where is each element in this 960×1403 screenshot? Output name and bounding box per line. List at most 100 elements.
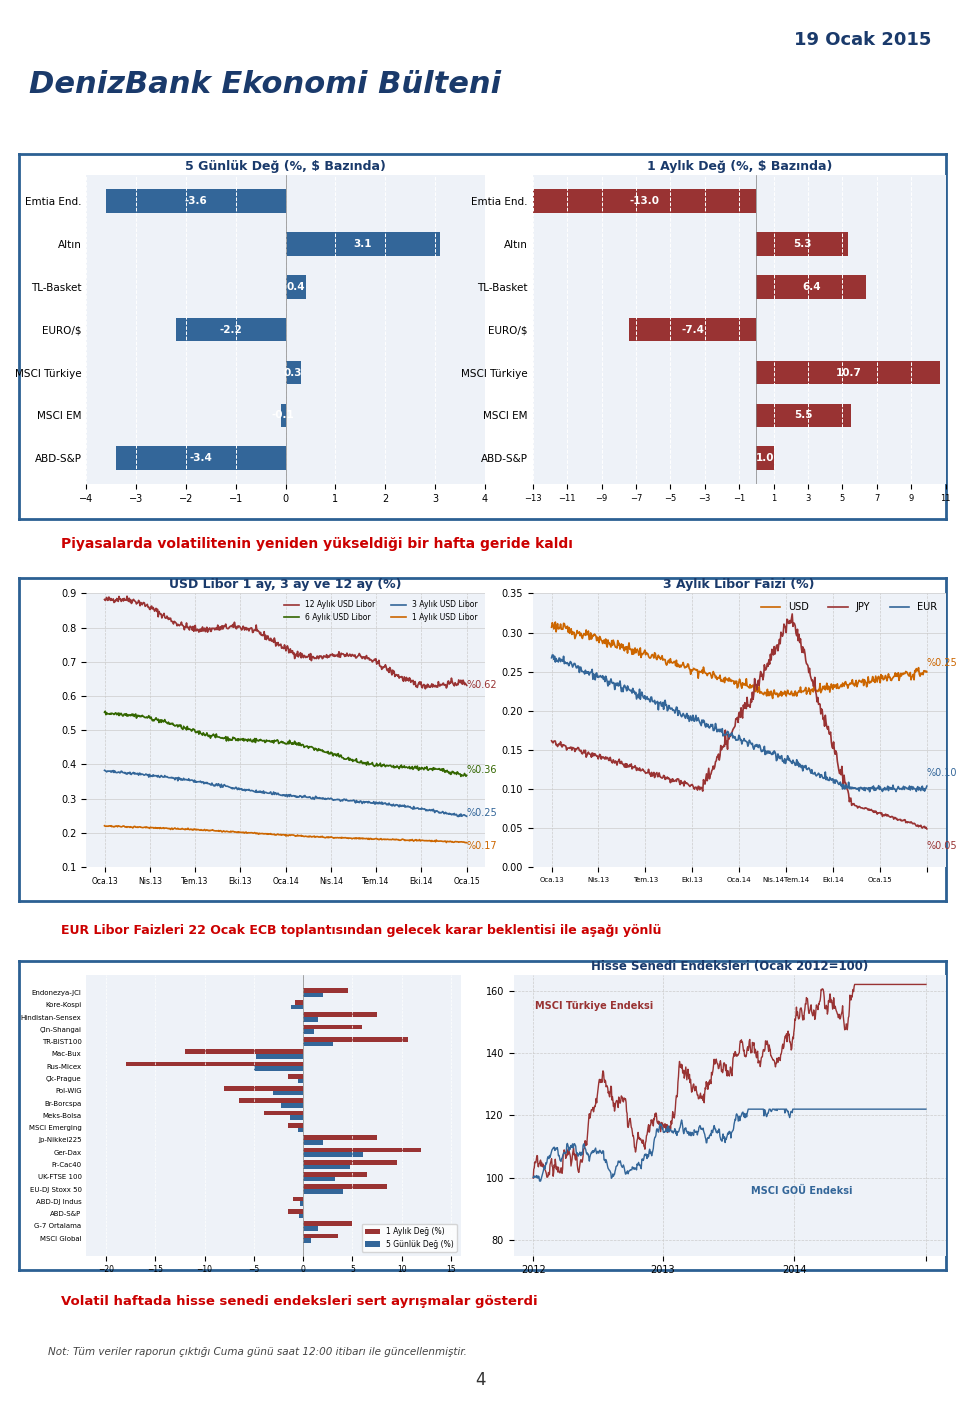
Text: 4: 4	[475, 1371, 485, 1389]
6 Aylık USD Libor	[453, 766, 465, 783]
Line: JPY: JPY	[552, 615, 926, 829]
Bar	[299, 1128, 303, 1132]
12 Aylık USD Libor	[272, 636, 283, 652]
EUR	[864, 783, 876, 800]
Text: -3.4: -3.4	[189, 453, 212, 463]
Text: Piyasalarda volatilitenin yeniden yükseldiği bir hafta geride kaldı: Piyasalarda volatilitenin yeniden yüksel…	[61, 537, 573, 551]
JPY	[786, 606, 798, 623]
Bar	[303, 1172, 367, 1177]
Legend: 12 Aylık USD Libor, 6 Aylık USD Libor, 3 Aylık USD Libor, 1 Aylık USD Libor: 12 Aylık USD Libor, 6 Aylık USD Libor, 3…	[281, 598, 481, 626]
USD	[855, 673, 867, 690]
Bar	[303, 1013, 377, 1017]
6 Aylık USD Libor	[396, 759, 408, 776]
6 Aylık USD Libor	[461, 767, 472, 784]
1 Aylık USD Libor	[272, 826, 283, 843]
Bar	[185, 1049, 303, 1054]
3 Aylık USD Libor	[461, 808, 472, 825]
3 Aylık USD Libor	[99, 762, 110, 779]
12 Aylık USD Libor	[461, 676, 472, 693]
Bar	[239, 1099, 303, 1103]
Bar	[253, 1066, 303, 1070]
Text: -0.1: -0.1	[272, 411, 295, 421]
Text: 5.5: 5.5	[795, 411, 813, 421]
JPY	[727, 724, 738, 741]
Bar	[294, 1197, 303, 1201]
Text: 10.7: 10.7	[835, 368, 861, 377]
Line: 3 Aylık USD Libor: 3 Aylık USD Libor	[105, 770, 467, 817]
Title: USD Libor 1 ay, 3 ay ve 12 ay (%): USD Libor 1 ay, 3 ay ve 12 ay (%)	[169, 578, 402, 591]
EUR	[547, 647, 559, 664]
JPY	[724, 727, 735, 744]
6 Aylık USD Libor	[455, 767, 467, 784]
Bar	[533, 189, 756, 213]
Text: %0.10: %0.10	[926, 769, 957, 779]
3 Aylık USD Libor	[273, 786, 284, 803]
Bar	[303, 1239, 311, 1243]
Text: 5.3: 5.3	[793, 239, 811, 248]
Bar	[286, 361, 300, 384]
12 Aylık USD Libor	[121, 588, 132, 605]
Bar	[303, 1160, 396, 1164]
Bar	[176, 318, 286, 341]
1 Aylık USD Libor	[315, 828, 326, 845]
Text: %0.62: %0.62	[467, 680, 497, 690]
Bar	[303, 1221, 352, 1226]
Bar	[281, 1103, 303, 1108]
Text: 6.4: 6.4	[803, 282, 821, 292]
Line: EUR: EUR	[552, 655, 926, 791]
Bar	[756, 233, 848, 255]
Text: Not: Tüm veriler raporun çıktığı Cuma günü saat 12:00 itibarı ile güncellenmişti: Not: Tüm veriler raporun çıktığı Cuma gü…	[48, 1347, 467, 1357]
Text: MSCI GOÜ Endeksi: MSCI GOÜ Endeksi	[752, 1186, 852, 1195]
12 Aylık USD Libor	[296, 650, 307, 666]
Bar	[300, 1201, 303, 1207]
USD	[767, 690, 779, 707]
Bar	[303, 1041, 333, 1047]
Bar	[303, 1141, 323, 1145]
Bar	[291, 1005, 303, 1010]
Bar	[303, 1037, 408, 1041]
Title: Hisse Senedi Endeksleri (Ocak 2012=100): Hisse Senedi Endeksleri (Ocak 2012=100)	[591, 960, 868, 972]
Text: %0.05: %0.05	[926, 840, 957, 850]
Bar	[756, 275, 867, 299]
Bar	[303, 1135, 377, 1141]
12 Aylık USD Libor	[420, 680, 431, 697]
6 Aylık USD Libor	[272, 731, 283, 748]
6 Aylık USD Libor	[296, 738, 307, 755]
Bar	[299, 1079, 303, 1083]
6 Aylık USD Libor	[274, 735, 285, 752]
12 Aylık USD Libor	[315, 648, 326, 665]
Bar	[225, 1086, 303, 1090]
Bar	[286, 233, 440, 255]
Text: -3.6: -3.6	[184, 196, 207, 206]
Bar	[303, 1233, 338, 1239]
Text: -13.0: -13.0	[630, 196, 660, 206]
Title: 1 Aylık Değ (%, $ Bazında): 1 Aylık Değ (%, $ Bazında)	[646, 160, 832, 173]
Bar	[288, 1073, 303, 1079]
1 Aylık USD Libor	[453, 833, 465, 850]
1 Aylık USD Libor	[274, 826, 285, 843]
Legend: 1 Aylık Değ (%), 5 Günlük Değ (%): 1 Aylık Değ (%), 5 Günlük Değ (%)	[362, 1223, 457, 1251]
JPY	[913, 818, 924, 835]
Bar	[303, 1030, 314, 1034]
Text: Para Piyasaları: Para Piyasaları	[33, 693, 42, 786]
Bar	[280, 404, 286, 427]
Title: 5 Günlük Değ (%, $ Bazında): 5 Günlük Değ (%, $ Bazında)	[185, 160, 386, 173]
6 Aylık USD Libor	[315, 742, 326, 759]
Bar	[303, 1148, 421, 1152]
1 Aylık USD Libor	[99, 818, 110, 835]
Bar	[290, 1115, 303, 1120]
Text: %0.36: %0.36	[467, 765, 497, 776]
3 Aylık USD Libor	[452, 808, 464, 825]
Line: USD: USD	[552, 622, 926, 699]
Bar	[303, 988, 348, 992]
Text: 0.3: 0.3	[284, 368, 302, 377]
USD	[546, 619, 558, 636]
3 Aylık USD Libor	[314, 790, 325, 807]
Bar	[256, 1054, 303, 1059]
Bar	[273, 1090, 303, 1096]
USD	[771, 685, 782, 702]
Title: 3 Aylık Libor Faizi (%): 3 Aylık Libor Faizi (%)	[663, 578, 815, 591]
Text: -2.2: -2.2	[220, 324, 242, 335]
Bar	[107, 189, 286, 213]
6 Aylık USD Libor	[100, 703, 111, 720]
